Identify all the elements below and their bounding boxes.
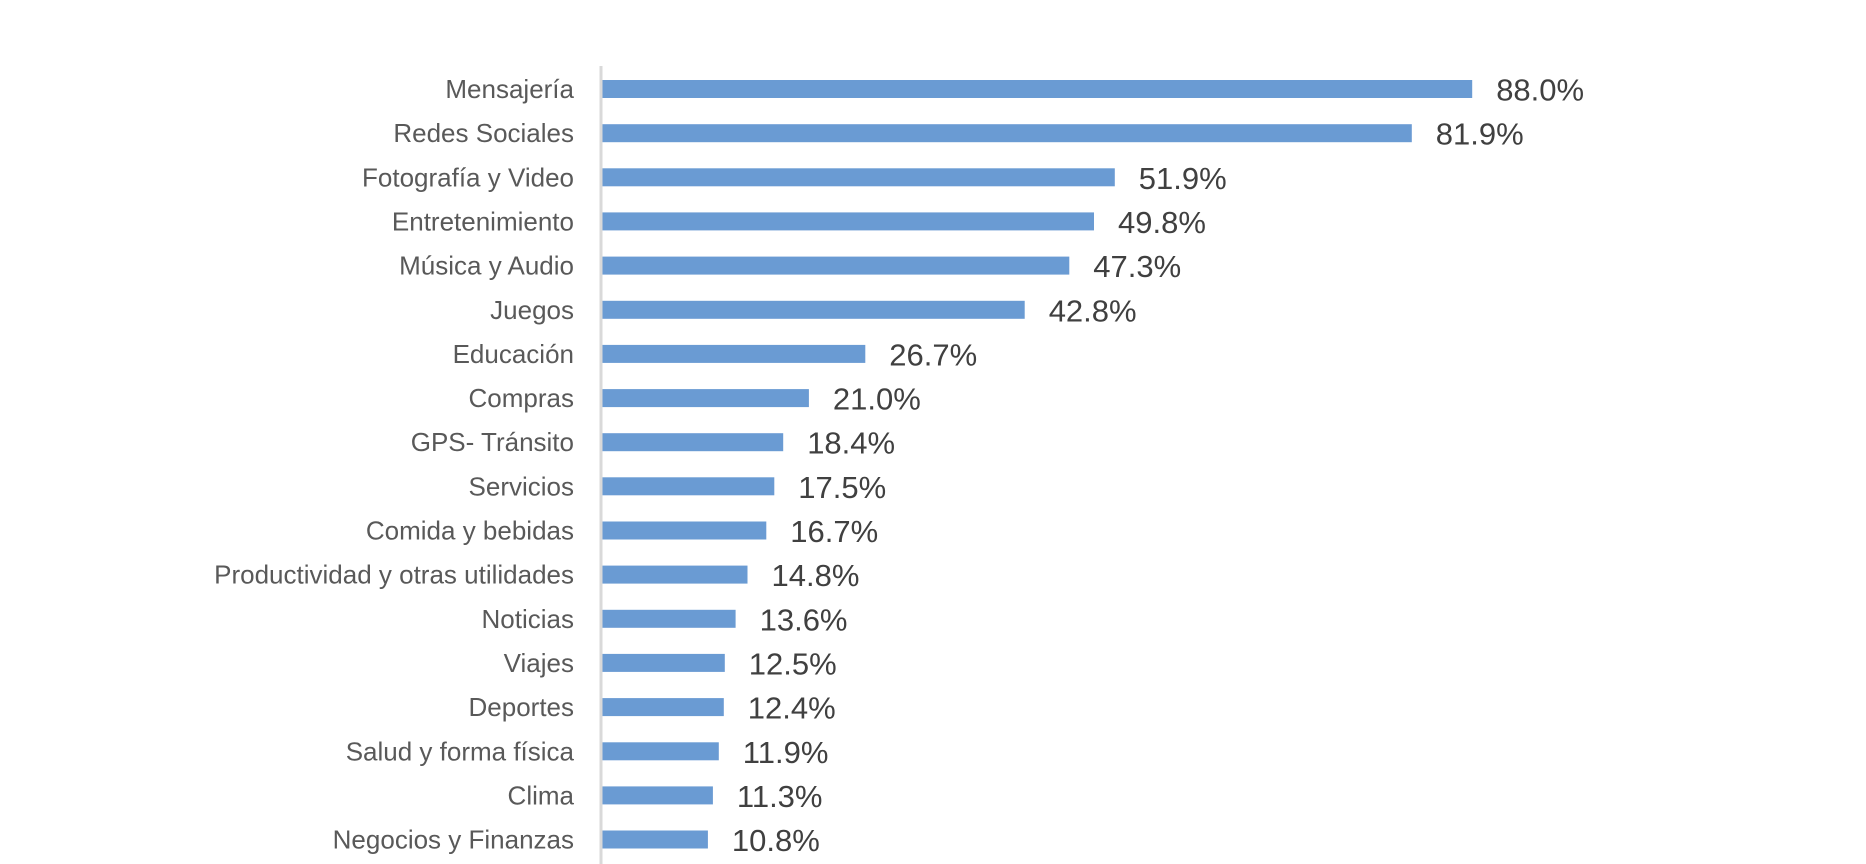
- category-label: Juegos: [490, 295, 574, 325]
- value-label: 11.3%: [737, 779, 823, 814]
- bar: [601, 565, 748, 584]
- category-label: Música y Audio: [399, 251, 574, 281]
- bar: [601, 742, 719, 761]
- bar: [601, 830, 708, 849]
- category-labels-group: Mensajería Redes Sociales Fotografía y Vid…: [214, 74, 574, 855]
- value-label: 10.8%: [732, 823, 820, 858]
- category-label: Fotografía y Video: [362, 162, 574, 192]
- category-label: Viajes: [504, 648, 574, 678]
- value-label: 12.5%: [749, 646, 837, 681]
- category-label: Comida y bebidas: [366, 516, 574, 546]
- category-label: Noticias: [482, 604, 574, 634]
- bar: [601, 477, 775, 496]
- category-label: Mensajería: [445, 74, 574, 104]
- value-labels-group: 88.0% 81.9% 51.9% 49.8% 47.3% 42.8% 26.7% 21.0%…: [732, 73, 1584, 859]
- category-label: Negocios y Finanzas: [333, 825, 574, 855]
- bar: [601, 256, 1070, 275]
- bar: [601, 521, 767, 540]
- value-label: 16.7%: [790, 514, 878, 549]
- bar: [601, 786, 713, 805]
- bar: [601, 698, 724, 717]
- bar: [601, 389, 809, 408]
- category-label: Compras: [469, 383, 574, 413]
- category-label: Educación: [453, 339, 574, 369]
- bar: [601, 300, 1025, 319]
- bar: [601, 168, 1115, 187]
- value-label: 21.0%: [833, 382, 921, 417]
- value-label: 17.5%: [798, 470, 886, 505]
- category-label: GPS- Tránsito: [411, 427, 574, 457]
- bar: [601, 344, 866, 363]
- value-label: 47.3%: [1093, 249, 1181, 284]
- bar: [601, 433, 784, 452]
- bars-group: [601, 80, 1473, 849]
- category-label: Redes Sociales: [393, 118, 574, 148]
- value-label: 14.8%: [772, 558, 860, 593]
- bar: [601, 212, 1094, 231]
- bar: [601, 609, 736, 628]
- value-label: 11.9%: [743, 735, 829, 770]
- value-label: 26.7%: [889, 337, 977, 372]
- category-label: Clima: [508, 780, 575, 810]
- category-label: Productividad y otras utilidades: [214, 560, 574, 590]
- value-label: 88.0%: [1496, 73, 1584, 108]
- category-label: Deportes: [469, 692, 575, 722]
- bar: [601, 124, 1412, 143]
- value-label: 12.4%: [748, 691, 836, 726]
- category-label: Servicios: [469, 471, 574, 501]
- value-label: 49.8%: [1118, 205, 1206, 240]
- value-label: 13.6%: [760, 602, 848, 637]
- category-label: Entretenimiento: [392, 206, 574, 236]
- bar: [601, 80, 1473, 98]
- value-label: 18.4%: [807, 426, 895, 461]
- value-label: 42.8%: [1049, 293, 1137, 328]
- category-label: Salud y forma física: [346, 736, 575, 766]
- bar: [601, 653, 725, 672]
- value-label: 81.9%: [1436, 117, 1524, 152]
- value-label: 51.9%: [1139, 161, 1227, 196]
